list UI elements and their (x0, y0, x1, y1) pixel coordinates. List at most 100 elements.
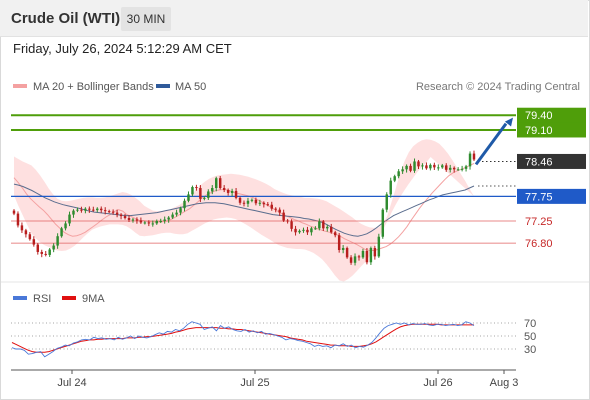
candle-body (441, 165, 444, 168)
candle-body (44, 253, 47, 255)
instrument-title: Crude Oil (WTI) (11, 10, 121, 27)
candle-body (32, 239, 36, 245)
candle-body (143, 222, 147, 224)
interval-badge[interactable]: 30 MIN (121, 7, 171, 31)
candle-body (52, 245, 55, 250)
candle-body (84, 208, 87, 211)
candle-body (207, 191, 210, 198)
level-label-76.80: 76.80 (525, 238, 553, 250)
candle-body (341, 248, 345, 250)
candle-body (302, 229, 305, 231)
candle-body (151, 223, 155, 225)
candle-body (222, 188, 226, 190)
candle-body (282, 212, 285, 221)
candle-body (413, 161, 416, 171)
candle-body (48, 249, 51, 255)
candle-body (322, 221, 325, 229)
candle-body (211, 188, 214, 192)
candle-body (111, 211, 115, 213)
rsi-tick-50: 50 (524, 331, 536, 343)
candle-body (401, 169, 404, 172)
candle-body (226, 189, 230, 193)
candle-body (72, 210, 75, 215)
forecast-arrow (474, 122, 508, 166)
candle-body (294, 228, 297, 233)
candle-body (131, 219, 135, 221)
candle-body (381, 209, 385, 237)
candle-body (365, 250, 369, 263)
x-tick-label: Jul 26 (423, 377, 452, 389)
candle-body (20, 225, 24, 231)
legend-swatch-9ma (62, 296, 76, 300)
candle-body (421, 165, 424, 167)
candle-body (409, 165, 412, 171)
candle-body (199, 188, 202, 199)
candle-body (36, 244, 40, 252)
level-label-77.25: 77.25 (525, 216, 553, 228)
rsi-9ma-line (11, 323, 474, 353)
candle-body (28, 234, 32, 240)
candle-body (123, 216, 127, 219)
candle-body (250, 199, 254, 201)
candle-body (345, 248, 349, 258)
level-labels-layer: 79.40 79.10 78.46 77.75 77.25 76.80 (517, 107, 586, 250)
candle-body (405, 165, 408, 170)
candle-body (12, 210, 16, 214)
candle-body (278, 209, 281, 213)
candle-body (191, 187, 194, 195)
legend-swatch-rsi (13, 296, 27, 300)
rsi-tick-70: 70 (524, 318, 536, 330)
candle-body (326, 226, 329, 229)
candle-body (397, 171, 400, 177)
candle-body (119, 214, 123, 217)
candle-body (135, 219, 139, 221)
candle-body (433, 164, 436, 168)
candle-body (385, 194, 388, 210)
legend-swatch-ma20 (13, 84, 27, 88)
x-tick-label: Jul 24 (57, 377, 86, 389)
candle-body (429, 164, 432, 169)
candle-body (68, 214, 71, 224)
x-tick-label: Aug 3 (490, 377, 519, 389)
rsi-line (11, 321, 475, 358)
candle-body (167, 217, 170, 220)
candle-body (203, 197, 206, 199)
level-label-79.40: 79.40 (525, 110, 553, 122)
candle-body (445, 165, 448, 170)
candle-body (306, 229, 309, 233)
candle-body (80, 209, 83, 211)
candle-body (103, 210, 107, 212)
candle-body (92, 209, 95, 211)
candle-body (310, 228, 313, 233)
candle-body (258, 202, 262, 204)
candle-body (270, 204, 273, 209)
forecast-arrow-head (504, 117, 513, 127)
bollinger-layer (13, 139, 475, 282)
legend-label-9ma: 9MA (82, 293, 105, 305)
rsi-tick-30: 30 (524, 344, 536, 356)
timestamp: Friday, July 26, 2024 5:12:29 AM CET (13, 41, 232, 56)
candles-layer (12, 117, 513, 266)
candle-body (333, 232, 337, 236)
candle-body (159, 220, 162, 222)
x-tick-label: Jul 25 (240, 377, 269, 389)
level-tag-79.40 (517, 107, 586, 123)
candle-body (218, 178, 222, 189)
candle-body (179, 208, 182, 213)
candle-body (314, 228, 317, 230)
candle-body (115, 212, 119, 215)
candle-body (425, 165, 428, 169)
candle-body (246, 200, 250, 204)
candle-body (456, 169, 460, 171)
candle-body (369, 248, 373, 263)
candle-body (393, 176, 396, 181)
candle-body (262, 202, 266, 205)
candle-body (76, 209, 79, 211)
candle-body (417, 161, 420, 167)
candle-body (377, 236, 381, 257)
candle-body (139, 220, 143, 223)
candle-body (24, 230, 28, 235)
level-tag-77.75 (517, 188, 586, 204)
candle-body (472, 153, 476, 160)
